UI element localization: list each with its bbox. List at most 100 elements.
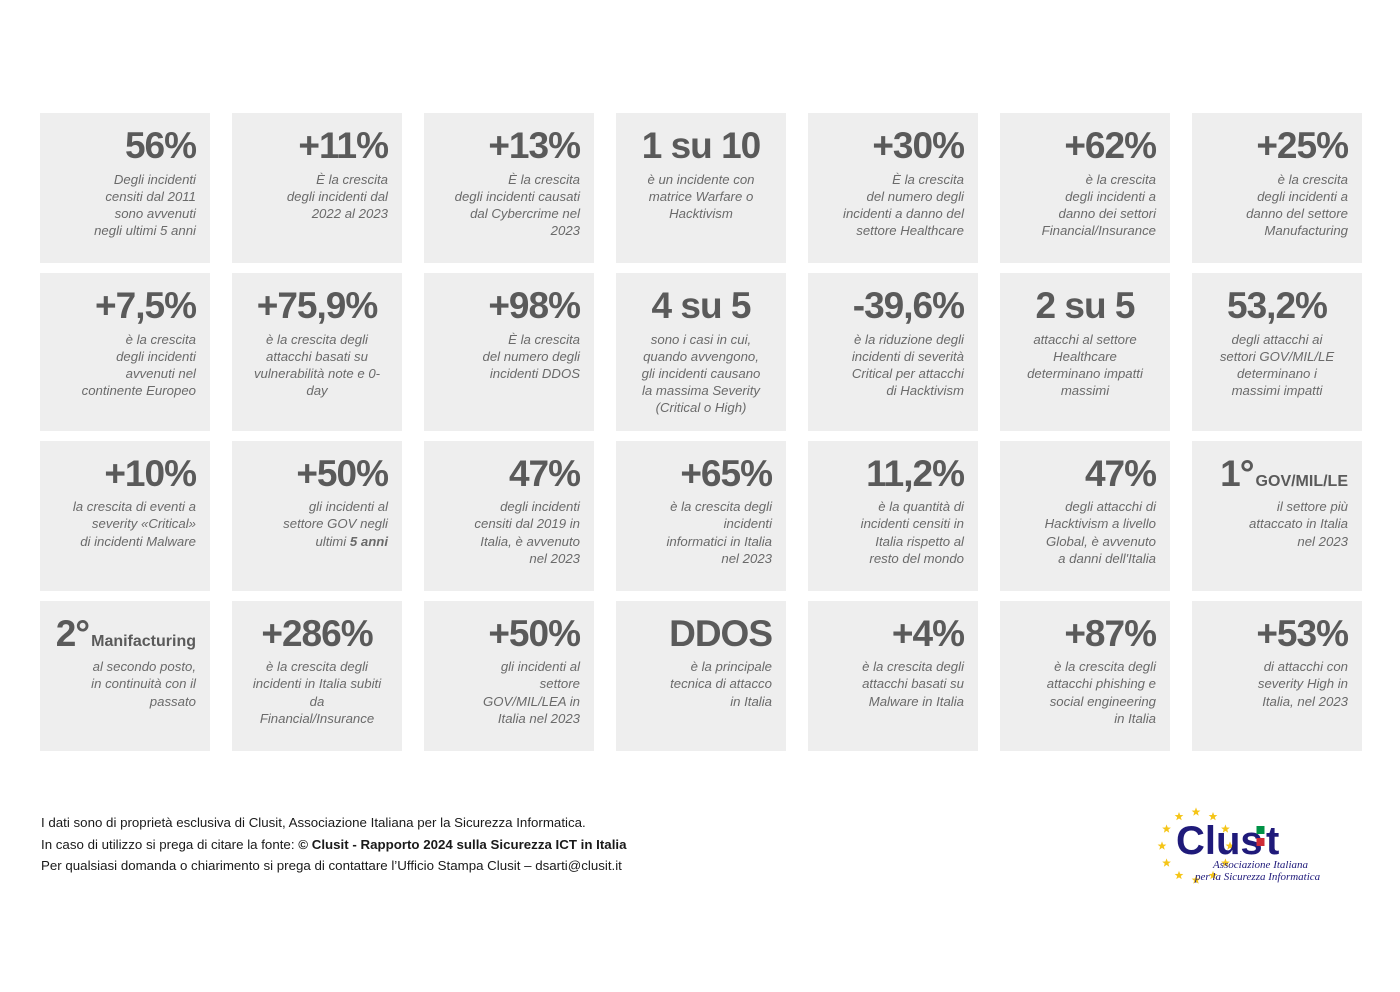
eu-star-icon: [1225, 841, 1235, 850]
stat-card-value: +87%: [1064, 612, 1157, 654]
eu-star-icon: [1162, 824, 1171, 833]
stat-card-description: è la crescita degli incidenti a danno de…: [1041, 171, 1156, 239]
logo-colon-top: [1256, 826, 1265, 834]
footer-line-3: Per qualsiasi domanda o chiarimento si p…: [41, 858, 622, 874]
stat-card-description: gli incidenti al settore GOV/MIL/LEA in …: [483, 659, 580, 726]
stat-card-value: +62%: [1064, 125, 1157, 166]
eu-star-icon: [1191, 807, 1201, 816]
logo-wordmark-t: t: [1266, 819, 1279, 863]
stat-card: 1 su 10 è un incidente con matrice Warfar…: [616, 113, 786, 263]
stat-card: +25% è la crescita degli incidenti a dann…: [1192, 113, 1362, 263]
stat-card-description: degli attacchi ai settori GOV/MIL/LE det…: [1219, 331, 1335, 399]
stat-card: 47% degli incidenti censiti dal 2019 in I…: [424, 440, 594, 591]
eu-star-icon: [1208, 870, 1218, 880]
logo-tagline-line-2: per la Sicurezza Informatica: [1194, 871, 1321, 883]
stat-card: -39,6% è la riduzione degli incidenti di …: [808, 273, 978, 431]
stat-card-value: 1° GOV/MIL/LE: [1220, 452, 1348, 494]
stat-card: +75,9% è la crescita degli attacchi basat…: [232, 273, 402, 431]
stat-card-description: È la crescita degli incidenti causati da…: [454, 171, 580, 239]
stat-card: +13% È la crescita degli incidenti causat…: [424, 113, 594, 263]
stat-card: +30% È la crescita del numero degli incid…: [808, 113, 978, 263]
stat-card-description: il settore più attaccato in Italia nel 2…: [1249, 499, 1348, 549]
stat-card: 47% degli attacchi di Hacktivism a livell…: [1000, 440, 1170, 591]
stat-card: +50% gli incidenti al settore GOV negli u…: [232, 440, 402, 591]
eu-star-icon: [1208, 811, 1218, 821]
stat-card-value: +25%: [1256, 125, 1349, 166]
eu-star-icon: [1174, 870, 1184, 880]
stat-card-value: +50%: [488, 612, 581, 654]
stat-card-value: 1 su 10: [641, 125, 761, 166]
stat-card-description: attacchi al settore Healthcare determina…: [1027, 331, 1143, 399]
eu-star-icon: [1191, 875, 1201, 884]
stat-card: +65% è la crescita degli incidenti inform…: [616, 440, 786, 591]
stat-card: 1° GOV/MIL/LE il settore più attaccato in …: [1192, 440, 1362, 591]
stat-card-value: +50%: [296, 452, 389, 494]
stat-card-value: +30%: [872, 125, 965, 166]
stat-card: 56% Degli incidenti censiti dal 2011 sono…: [40, 113, 210, 263]
stat-card: DDOS è la principale tecnica di attacco i…: [616, 600, 786, 751]
clusit-logo-svg: Clus t Associazione Italiana per la Sicu…: [1157, 807, 1321, 884]
stat-card-description: è la crescita degli incidenti avvenuti n…: [81, 331, 196, 399]
stat-card-description: è la principale tecnica di attacco in It…: [670, 659, 772, 709]
eu-star-icon: [1221, 824, 1230, 833]
stat-card-value: 2° Manifacturing: [55, 612, 196, 654]
stat-card: 2 su 5 attacchi al settore Healthcare det…: [1000, 273, 1170, 431]
stat-card: 2° Manifacturing al secondo posto, in cont…: [40, 600, 210, 751]
stat-card: +7,5% è la crescita degli incidenti avven…: [40, 273, 210, 431]
stat-card-value: 4 su 5: [651, 285, 752, 326]
stat-card-value: +98%: [488, 285, 581, 326]
eu-star-icon: [1221, 858, 1230, 867]
stat-card-value: +65%: [680, 452, 773, 494]
stat-card-description: È la crescita del numero degli incidenti…: [482, 331, 580, 382]
footer-credits: I dati sono di proprietà esclusiva di Cl…: [41, 812, 1041, 877]
stat-card: +53% di attacchi con severity High in Ita…: [1192, 600, 1362, 751]
stat-card-description: È la crescita del numero degli incidenti…: [843, 171, 964, 239]
stat-card-value: +286%: [261, 612, 373, 654]
logo-tagline-line-1: Associazione Italiana: [1212, 859, 1309, 871]
stat-card: +10% la crescita di eventi a severity «Cr…: [40, 440, 210, 591]
stat-card-value: +4%: [891, 612, 965, 654]
logo-wordmark-clus: Clus: [1176, 819, 1263, 863]
stat-card-value: -39,6%: [852, 285, 965, 326]
eu-stars-icon: [1157, 807, 1235, 884]
stat-card-description: gli incidenti al settore GOV negli ultim…: [283, 499, 388, 549]
eu-star-icon: [1157, 841, 1167, 850]
stat-card: 4 su 5 sono i casi in cui, quando avvengo…: [616, 273, 786, 431]
stat-card-description: è la crescita degli incidenti informatic…: [666, 499, 772, 566]
footer-line-1: I dati sono di proprietà esclusiva di Cl…: [41, 815, 586, 830]
stat-card-description: è la crescita degli attacchi phishing e …: [1046, 659, 1156, 726]
stat-card-value: 47%: [508, 452, 581, 494]
stat-card-value: DDOS: [669, 612, 773, 654]
stat-card-value: +75,9%: [256, 285, 379, 326]
stat-card-value-suffix: GOV/MIL/LE: [1255, 472, 1348, 490]
stat-card: 11,2% è la quantità di incidenti censiti …: [808, 440, 978, 591]
stat-card-value: 56%: [124, 125, 197, 166]
stat-card: +286% è la crescita degli incidenti in It…: [232, 600, 402, 751]
footer-line-2-prefix: In caso di utilizzo si prega di citare l…: [41, 836, 299, 852]
stat-card-value: 11,2%: [866, 452, 965, 494]
stat-card-description: di attacchi con severity High in Italia,…: [1257, 659, 1348, 709]
eu-star-icon: [1174, 811, 1184, 821]
stat-card-value-suffix: Manifacturing: [91, 632, 196, 650]
stat-card-value: +10%: [104, 452, 197, 494]
stat-cards-grid: 56% Degli incidenti censiti dal 2011 sono…: [40, 113, 1362, 751]
stat-card-value: 53,2%: [1227, 285, 1328, 326]
footer-source-citation: © Clusit - Rapporto 2024 sulla Sicurezza…: [298, 836, 627, 852]
stat-card: +87% è la crescita degli attacchi phishin…: [1000, 600, 1170, 751]
footer-line-2: In caso di utilizzo si prega di citare l…: [41, 834, 1041, 856]
stat-card-value: +11%: [298, 125, 389, 166]
stat-card: +98% È la crescita del numero degli incid…: [424, 273, 594, 431]
stat-card-description: È la crescita degli incidenti dal 2022 a…: [286, 171, 388, 222]
eu-star-icon: [1162, 858, 1171, 867]
stat-card-description: degli incidenti censiti dal 2019 in Ital…: [474, 499, 580, 566]
stat-card: 53,2% degli attacchi ai settori GOV/MIL/L…: [1192, 273, 1362, 431]
stat-card-value: +53%: [1256, 612, 1349, 654]
stat-card-description: Degli incidenti censiti dal 2011 sono av…: [94, 171, 196, 239]
stat-card-description: è la crescita degli attacchi basati su v…: [253, 331, 381, 399]
stat-card-value: +7,5%: [95, 285, 197, 326]
stat-card-description: la crescita di eventi a severity «Critic…: [72, 499, 196, 549]
logo-colon-bottom: [1256, 838, 1265, 846]
stat-card: +50% gli incidenti al settore GOV/MIL/LEA…: [424, 600, 594, 751]
clusit-logo: Clus t Associazione Italiana per la Sicu…: [1152, 802, 1332, 890]
